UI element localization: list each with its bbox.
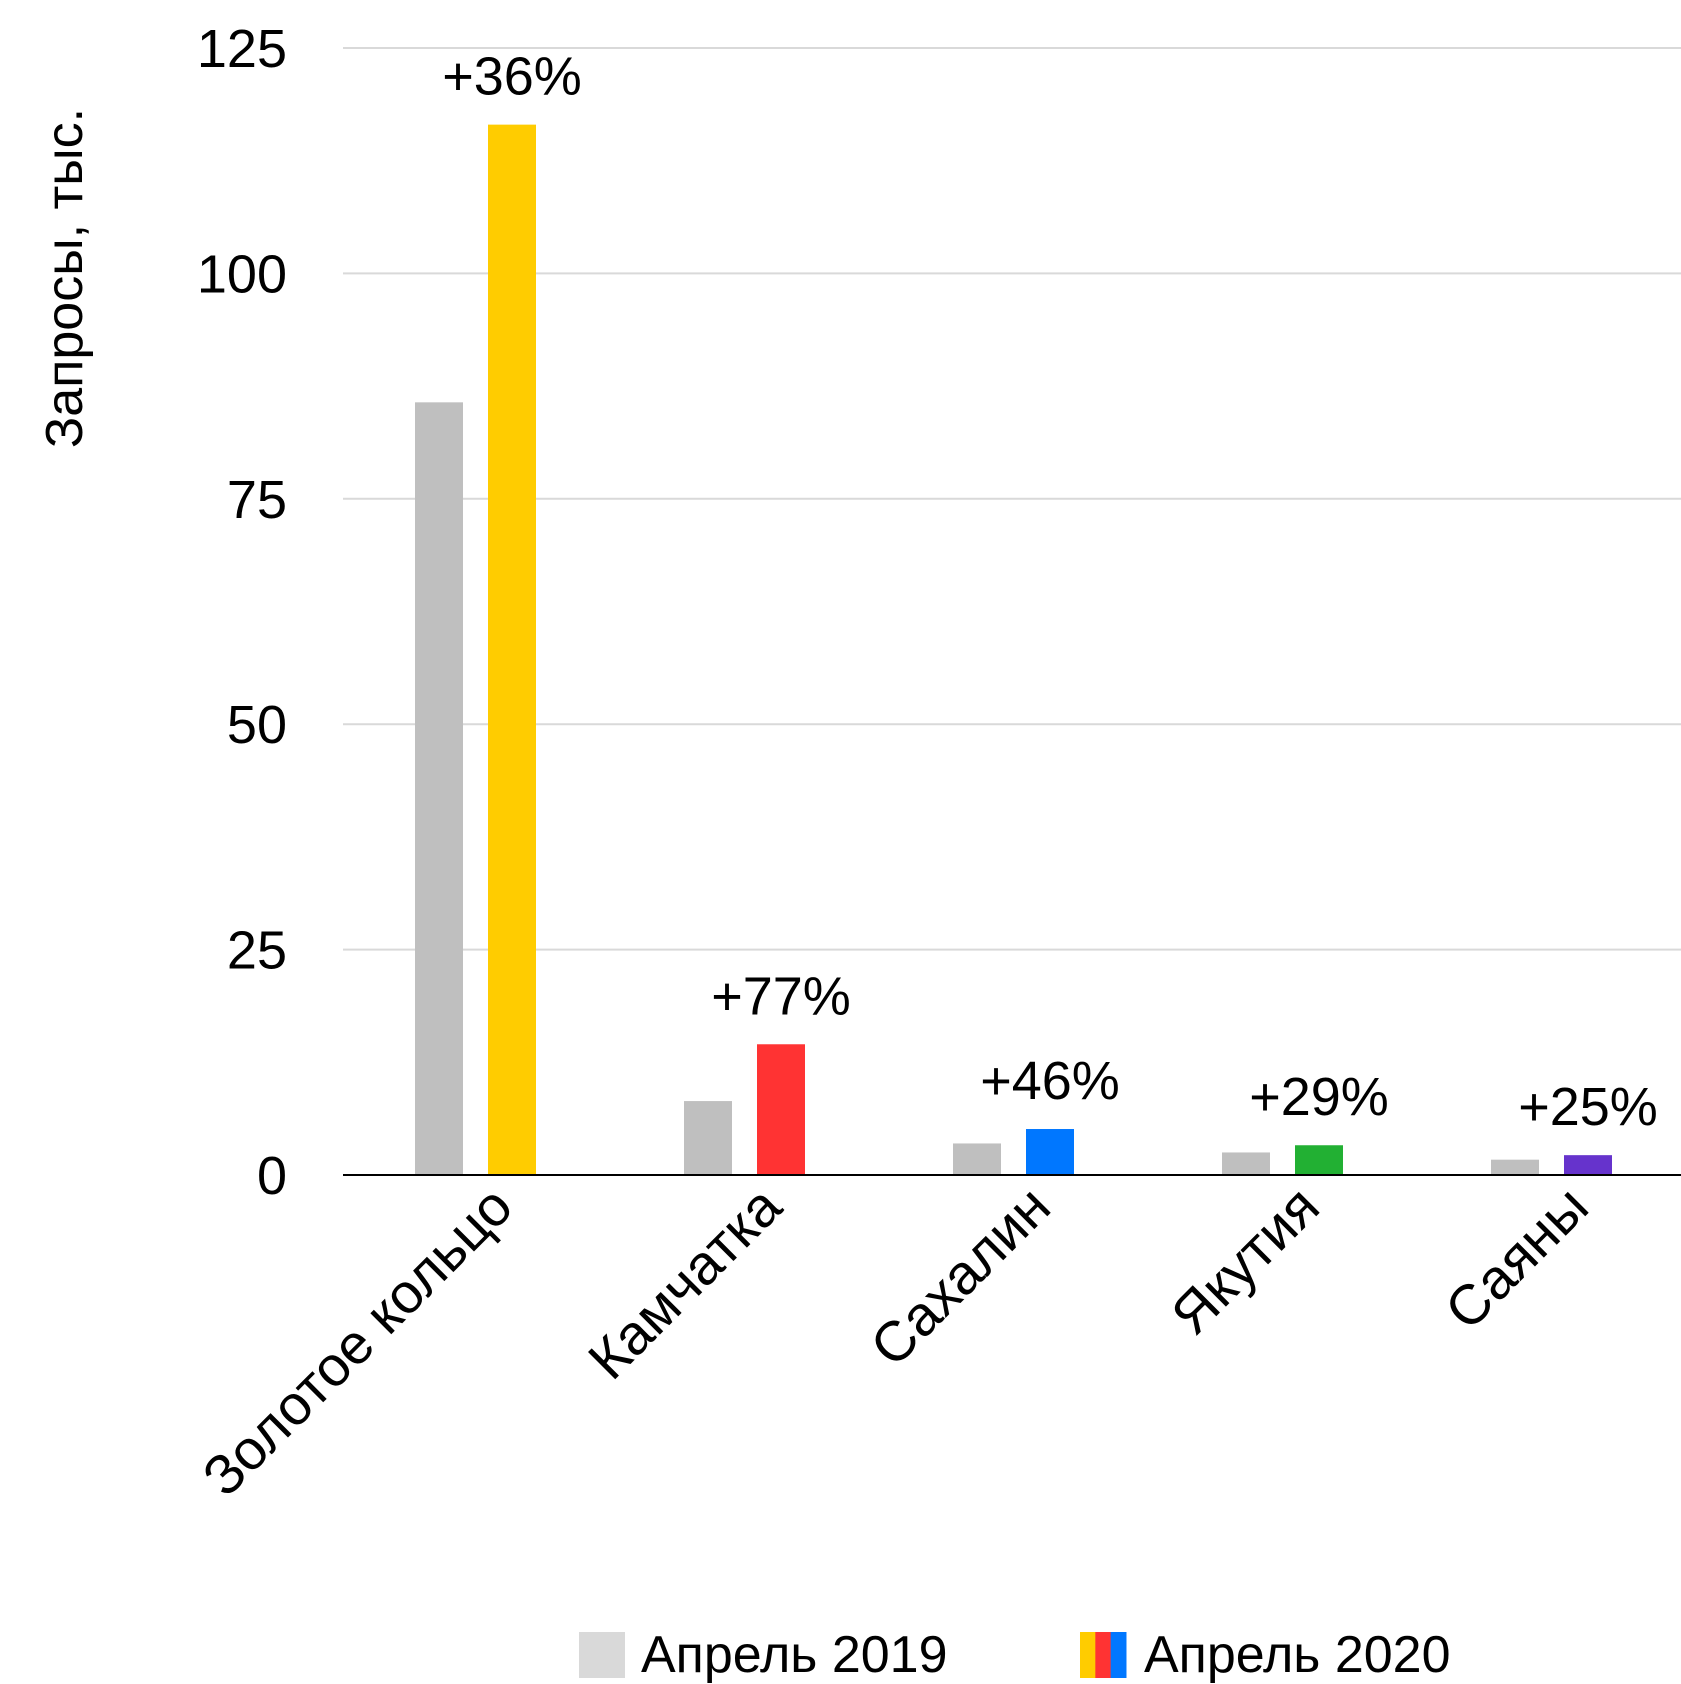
legend-swatch-segment [1110,1632,1127,1678]
change-label: +25% [1518,1077,1658,1137]
y-tick-label: 25 [227,921,287,981]
change-label: +29% [1249,1067,1389,1127]
change-label: +77% [711,966,851,1026]
y-tick-label: 0 [257,1146,287,1206]
bar-2020 [1026,1129,1074,1175]
legend-swatch-2019 [579,1632,625,1678]
category-label: Камчатка [576,1173,794,1391]
data-labels: +36% +77% +46% +29% +25% [442,47,1658,1138]
bar-2019 [1222,1152,1270,1175]
change-label: +46% [980,1051,1120,1111]
legend: Апрель 2019 Апрель 2020 [579,1626,1451,1684]
bar-2019 [1491,1159,1539,1175]
bar-2020 [1564,1155,1612,1175]
y-axis-title: Запросы, тыс. [36,108,94,448]
y-tick-label: 75 [227,470,287,530]
bar-2019 [415,402,463,1175]
category-label: Сахалин [858,1174,1062,1378]
bar-2020 [757,1044,805,1175]
gridlines [343,47,1681,951]
category-label: Саяны [1433,1174,1600,1341]
legend-label-2019: Апрель 2019 [641,1626,948,1684]
y-axis-ticks: 0 25 50 75 100 125 [197,19,287,1206]
y-tick-label: 50 [227,695,287,755]
legend-swatch-2020 [1080,1632,1127,1678]
legend-swatch-segment [1080,1632,1096,1678]
bars [415,124,1612,1176]
change-label: +36% [442,47,582,107]
y-tick-label: 100 [197,244,287,304]
y-tick-label: 125 [197,19,287,79]
bar-2020 [488,124,536,1176]
bar-2019 [953,1143,1001,1175]
bar-2019 [684,1101,732,1175]
legend-label-2020: Апрель 2020 [1144,1626,1451,1684]
category-labels: Золотое кольцо Камчатка Сахалин Якутия Саяны [190,1173,1600,1508]
legend-swatch-segment [1095,1632,1112,1678]
category-label: Якутия [1159,1174,1331,1346]
category-label: Золотое кольцо [190,1174,524,1508]
bar-2020 [1295,1145,1343,1175]
